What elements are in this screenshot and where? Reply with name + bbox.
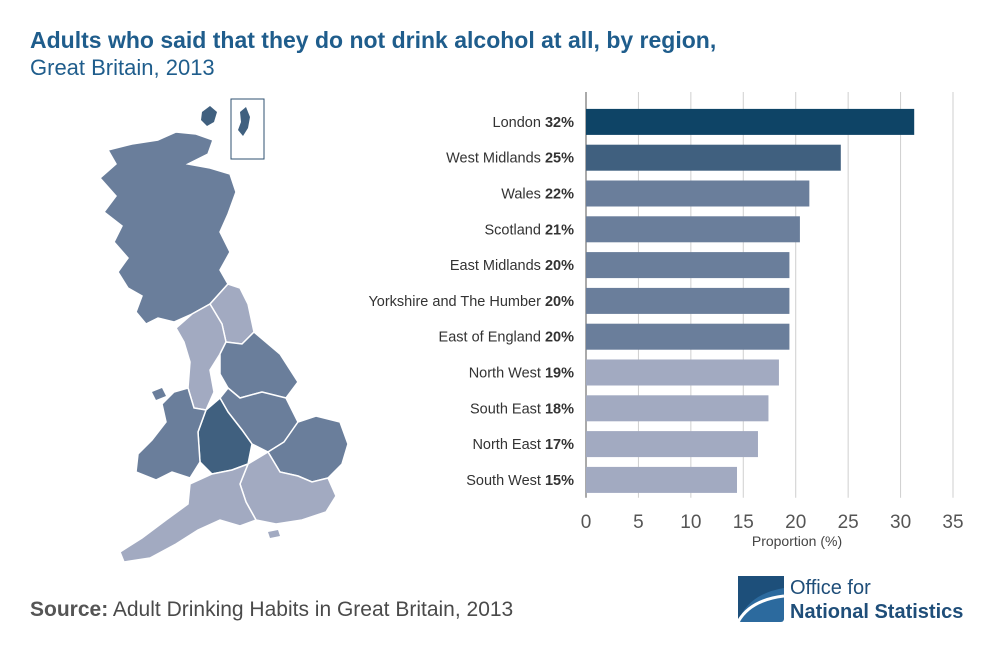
category-label: London 32% bbox=[493, 115, 575, 131]
chart-title-block: Adults who said that they do not drink a… bbox=[30, 26, 716, 82]
ons-logo-icon bbox=[738, 576, 784, 622]
category-label: Yorkshire and The Humber 20% bbox=[368, 294, 574, 310]
source-label: Source: bbox=[30, 598, 109, 621]
shetland-islands bbox=[238, 107, 250, 136]
bar-chart: London 32% West Midlands 25% Wales 22% Scot… bbox=[368, 92, 964, 549]
anglesey bbox=[152, 388, 166, 400]
category-label: Scotland 21% bbox=[485, 222, 575, 238]
region-wales bbox=[135, 387, 208, 481]
region-north-west bbox=[175, 302, 227, 411]
bar bbox=[586, 323, 790, 350]
x-axis-label: Proportion (%) bbox=[752, 533, 842, 549]
region-scotland bbox=[98, 131, 237, 325]
bar bbox=[586, 108, 915, 135]
bar bbox=[586, 180, 810, 207]
source-text: Adult Drinking Habits in Great Britain, … bbox=[112, 598, 514, 621]
category-label: East of England 20% bbox=[439, 330, 575, 346]
x-tick-label: 25 bbox=[838, 512, 859, 533]
bar bbox=[586, 252, 790, 279]
x-tick-label: 5 bbox=[633, 512, 644, 533]
bar bbox=[586, 287, 790, 314]
category-label: East Midlands 20% bbox=[450, 258, 574, 274]
category-label: Wales 22% bbox=[501, 187, 574, 203]
source-note: Source: Adult Drinking Habits in Great B… bbox=[30, 598, 513, 622]
great-britain-region-map bbox=[98, 98, 349, 563]
ons-logo-line1: Office for bbox=[790, 577, 871, 599]
category-label: South East 18% bbox=[470, 401, 574, 417]
bars bbox=[586, 108, 915, 493]
category-label: North East 17% bbox=[472, 437, 574, 453]
category-labels: London 32% West Midlands 25% Wales 22% Scot… bbox=[368, 115, 574, 489]
bar bbox=[586, 431, 758, 458]
x-tick-labels: 0 5 10 15 20 25 30 35 bbox=[581, 512, 964, 533]
chart-subtitle: Great Britain, 2013 bbox=[30, 55, 215, 80]
region-south-west bbox=[119, 462, 258, 563]
x-tick-label: 10 bbox=[680, 512, 701, 533]
x-tick-label: 35 bbox=[942, 512, 963, 533]
shetland-inset-box bbox=[230, 98, 265, 160]
category-label: West Midlands 25% bbox=[446, 151, 574, 167]
category-label: North West 19% bbox=[469, 366, 574, 382]
bar bbox=[586, 216, 800, 243]
x-tick-label: 20 bbox=[785, 512, 806, 533]
x-tick-label: 30 bbox=[890, 512, 911, 533]
ons-logo-line2: National Statistics bbox=[790, 601, 964, 623]
chart-title: Adults who said that they do not drink a… bbox=[30, 27, 717, 53]
isle-of-wight bbox=[268, 530, 280, 538]
ons-logo: Office for National Statistics bbox=[738, 574, 978, 630]
bar bbox=[586, 466, 737, 493]
category-label: South West 15% bbox=[466, 473, 574, 489]
bar bbox=[586, 144, 841, 171]
orkney-islands bbox=[201, 106, 217, 126]
x-tick-label: 0 bbox=[581, 512, 592, 533]
bar bbox=[586, 359, 779, 386]
bar bbox=[586, 395, 769, 422]
x-tick-label: 15 bbox=[733, 512, 754, 533]
